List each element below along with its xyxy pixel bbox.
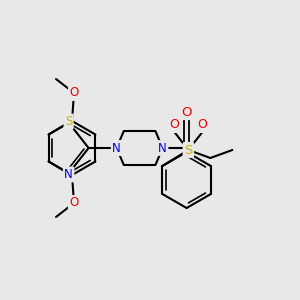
Text: N: N bbox=[64, 168, 73, 181]
Text: S: S bbox=[65, 115, 72, 128]
Text: O: O bbox=[69, 86, 79, 100]
Text: O: O bbox=[169, 118, 179, 131]
Text: O: O bbox=[69, 196, 79, 209]
Text: N: N bbox=[112, 142, 121, 154]
Text: O: O bbox=[182, 106, 192, 118]
Text: S: S bbox=[184, 143, 193, 157]
Text: O: O bbox=[197, 118, 207, 131]
Text: N: N bbox=[158, 142, 167, 154]
